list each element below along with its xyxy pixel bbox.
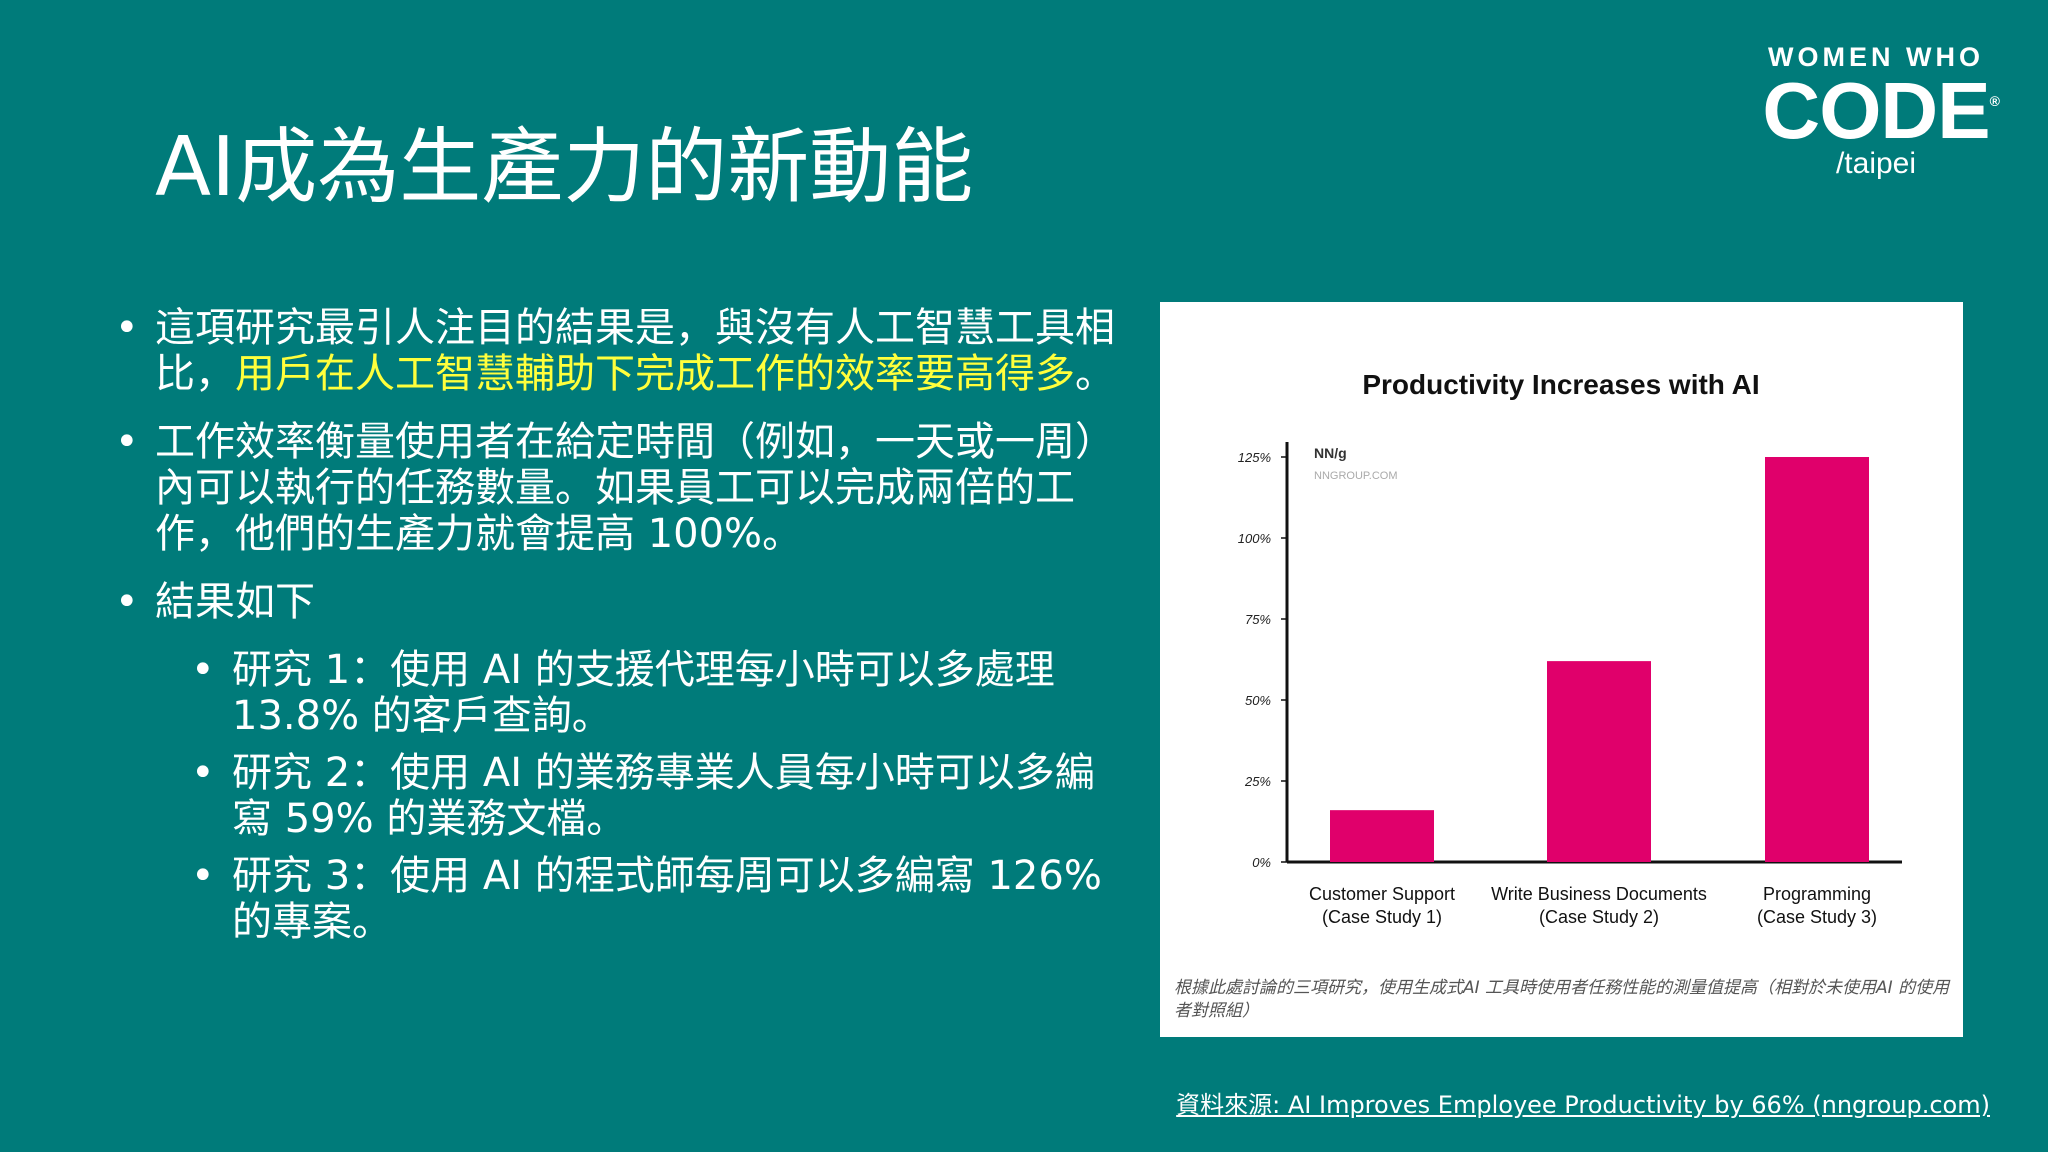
watermark-brand: NN/g [1314, 445, 1347, 461]
watermark-url: NNGROUP.COM [1314, 470, 1398, 482]
sub-bullet-item: 研究 1：使用 AI 的支援代理每小時可以多處理 13.8% 的客戶查詢。 [115, 647, 1115, 739]
sub-bullet-item: 研究 2：使用 AI 的業務專業人員每小時可以多編寫 59% 的業務文檔。 [115, 750, 1115, 842]
x-tick-label: Write Business Documents [1491, 884, 1707, 904]
bullet-item: 結果如下 [115, 579, 1115, 625]
bullet-item: 這項研究最引人注目的結果是，與沒有人工智慧工具相比，用戶在人工智慧輔助下完成工作… [115, 305, 1115, 397]
y-tick-label: 125% [1238, 450, 1271, 465]
logo-code-text: CODE [1762, 66, 1990, 155]
source-link[interactable]: 資料來源: AI Improves Employee Productivity … [1176, 1091, 1990, 1119]
y-tick-label: 100% [1238, 531, 1271, 546]
chart-caption: 根據此處討論的三項研究，使用生成式AI 工具時使用者任務性能的測量值提高（相對於… [1174, 978, 1950, 1021]
x-tick-label: (Case Study 2) [1539, 907, 1659, 927]
x-tick-label: (Case Study 3) [1757, 907, 1877, 927]
logo-line-3: /taipei [1835, 147, 1917, 180]
y-tick-label: 75% [1245, 612, 1271, 627]
bullet-list: 這項研究最引人注目的結果是，與沒有人工智慧工具相比，用戶在人工智慧輔助下完成工作… [115, 305, 1115, 956]
bullet-text-end: 。 [1075, 351, 1115, 397]
x-tick-label: Customer Support [1309, 884, 1455, 904]
slide-title: AI成為生產力的新動能 [155, 120, 974, 215]
bar [1330, 810, 1434, 862]
logo-line-2: CODE ® [1756, 71, 2000, 151]
chart-figure: Productivity Increases with AI NN/g NNGROU… [1160, 302, 1963, 1037]
logo-line-1: WOMEN WHO [1768, 42, 1984, 72]
bullet-text: 結果如下 [155, 579, 315, 625]
x-tick-label: Programming [1763, 884, 1871, 904]
chart-title: Productivity Increases with AI [1362, 369, 1759, 400]
y-tick-label: 50% [1245, 693, 1271, 708]
bullet-item: 工作效率衡量使用者在給定時間（例如，一天或一周）內可以執行的任務數量。如果員工可… [115, 419, 1115, 557]
y-tick-label: 25% [1244, 774, 1271, 789]
x-tick-label: (Case Study 1) [1322, 907, 1442, 927]
bar-chart: Productivity Increases with AI NN/g NNGROU… [1238, 369, 1902, 927]
y-tick-label: 0% [1252, 855, 1271, 870]
bar [1547, 661, 1651, 862]
bullet-text: 這項研究最引人注目的結果是，與沒有人工智慧工具相比， [155, 305, 1115, 397]
highlighted-text: 用戶在人工智慧輔助下完成工作的效率要高得多 [235, 351, 1075, 397]
logo-registered-mark: ® [1989, 93, 2000, 109]
women-who-code-logo: WOMEN WHO CODE ® /taipei [1756, 42, 2000, 181]
sub-bullet-item: 研究 3：使用 AI 的程式師每周可以多編寫 126% 的專案。 [115, 853, 1115, 945]
bar [1765, 457, 1869, 862]
